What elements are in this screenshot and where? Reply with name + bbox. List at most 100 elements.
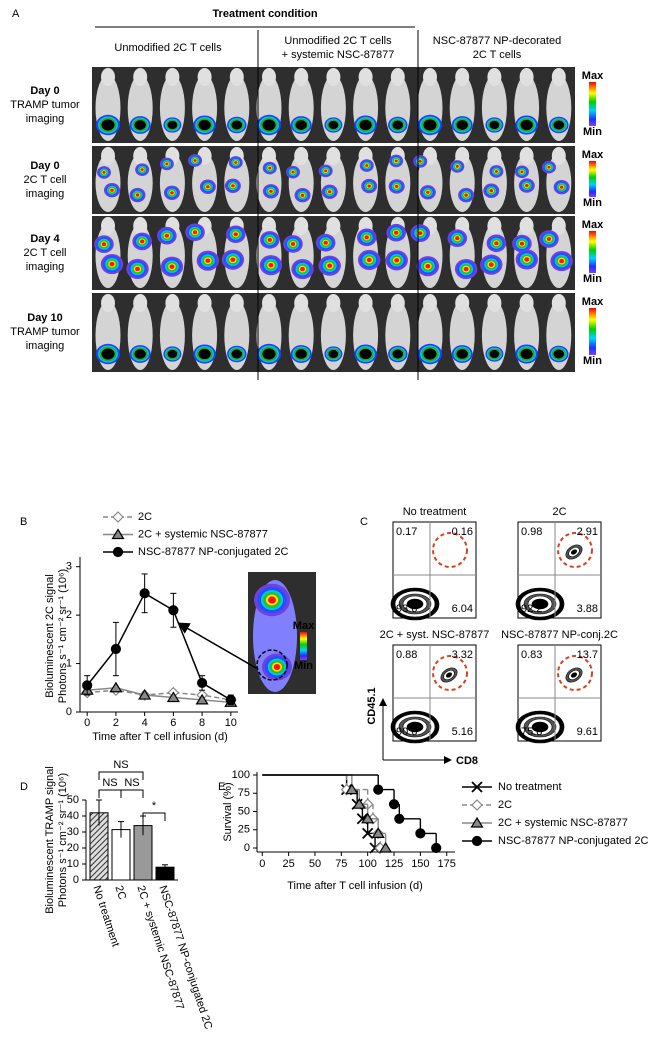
signal xyxy=(324,169,328,173)
color-scale xyxy=(300,632,307,660)
row-label: Day 0 xyxy=(30,85,59,97)
x-axis-label: Time after T cell infusion (d) xyxy=(92,731,228,743)
group-header: NSC-87877 NP-decorated xyxy=(433,35,561,47)
tumor-signal xyxy=(392,349,404,359)
x-axis-label: Time after T cell infusion (d) xyxy=(287,880,423,892)
signal xyxy=(519,241,525,246)
quadrant-value: 2.91 xyxy=(577,526,598,538)
color-scale xyxy=(589,308,596,355)
data-point xyxy=(166,691,180,703)
mouse-head xyxy=(294,68,309,86)
signal xyxy=(559,258,565,264)
y-axis-label: Bioluminescent TRAMP signal xyxy=(44,766,56,914)
mouse-head xyxy=(229,68,244,86)
signal xyxy=(268,262,274,268)
data-point xyxy=(139,588,150,599)
mouse-head xyxy=(551,294,566,312)
contour xyxy=(570,549,578,555)
x-tick-label: 2 xyxy=(113,717,119,729)
signal xyxy=(102,171,106,174)
tumor-signal xyxy=(101,348,115,360)
mouse-head xyxy=(423,294,437,312)
y-tick-label: 30 xyxy=(67,826,79,838)
quadrant-value: 9.61 xyxy=(577,726,598,738)
mouse-head xyxy=(101,217,115,235)
row-label: imaging xyxy=(26,261,65,273)
y-tick-label: 75 xyxy=(238,787,250,799)
y-tick-label: 2 xyxy=(66,609,72,621)
gate-highlight xyxy=(432,655,468,691)
panel-label: E xyxy=(218,781,225,793)
signal xyxy=(425,263,431,269)
quadrant-value: 75.8 xyxy=(521,726,542,738)
x-tick-label: 175 xyxy=(438,858,456,870)
signal xyxy=(110,188,114,192)
signal xyxy=(206,185,210,189)
data-point xyxy=(110,643,122,655)
group-header: Unmodified 2C T cells xyxy=(284,35,392,47)
data-point xyxy=(371,827,385,838)
signal xyxy=(269,189,273,193)
mouse-head xyxy=(326,217,341,235)
group-header: 2C T cells xyxy=(473,49,522,61)
color-scale xyxy=(589,231,596,273)
signal xyxy=(109,261,115,267)
significance-bracket xyxy=(142,812,166,821)
signal xyxy=(193,159,197,162)
mouse-head xyxy=(101,294,115,312)
signal xyxy=(394,159,398,163)
quadrant-value: 92.2 xyxy=(521,603,542,615)
mouse-head xyxy=(551,217,566,235)
significance-label: * xyxy=(152,800,157,812)
mouse-head xyxy=(101,68,115,86)
signal xyxy=(559,185,564,189)
tumor-signal xyxy=(553,120,565,130)
series-line xyxy=(86,592,232,701)
signal xyxy=(231,184,235,188)
legend-label: 2C xyxy=(138,511,152,523)
legend-marker xyxy=(470,816,484,828)
quadrant-value: 3.32 xyxy=(452,649,473,661)
row-label: TRAMP tumor xyxy=(10,99,80,111)
signal xyxy=(139,239,145,244)
quadrant-value: 0.88 xyxy=(396,649,417,661)
mouse-head xyxy=(455,68,470,86)
scale-max: Max xyxy=(582,296,604,308)
signal xyxy=(135,193,140,197)
legend-marker xyxy=(111,528,125,540)
signal xyxy=(300,266,305,272)
signal xyxy=(205,258,211,263)
tumor-signal xyxy=(262,119,276,131)
color-scale xyxy=(589,161,596,197)
mouse-head xyxy=(262,147,276,165)
row-label: TRAMP tumor xyxy=(10,326,80,338)
data-point xyxy=(361,812,375,824)
mouse-head xyxy=(358,68,373,86)
signal xyxy=(418,231,423,236)
tumor-signal xyxy=(134,120,146,130)
signal xyxy=(464,193,468,197)
tumor-signal xyxy=(359,348,372,360)
group-header: + systemic NSC-87877 xyxy=(282,49,395,61)
signal xyxy=(547,165,551,169)
mouse-head xyxy=(423,68,437,86)
significance-label: NS xyxy=(113,759,128,771)
axis-label: CD45.1 xyxy=(366,687,378,724)
data-point xyxy=(388,799,400,810)
data-point xyxy=(109,681,123,693)
signal xyxy=(455,165,459,168)
quadrant-value: 0.98 xyxy=(521,526,542,538)
panel-label: D xyxy=(20,781,28,793)
tumor-signal xyxy=(328,349,339,359)
signal xyxy=(426,190,430,194)
tumor-signal xyxy=(295,120,307,130)
signal xyxy=(489,189,494,193)
signal xyxy=(233,232,238,237)
mouse-head xyxy=(487,147,502,165)
signal xyxy=(546,237,552,241)
scale-min: Min xyxy=(583,355,602,367)
data-point xyxy=(379,841,393,853)
tumor-signal xyxy=(456,120,468,130)
arrow xyxy=(177,622,257,669)
